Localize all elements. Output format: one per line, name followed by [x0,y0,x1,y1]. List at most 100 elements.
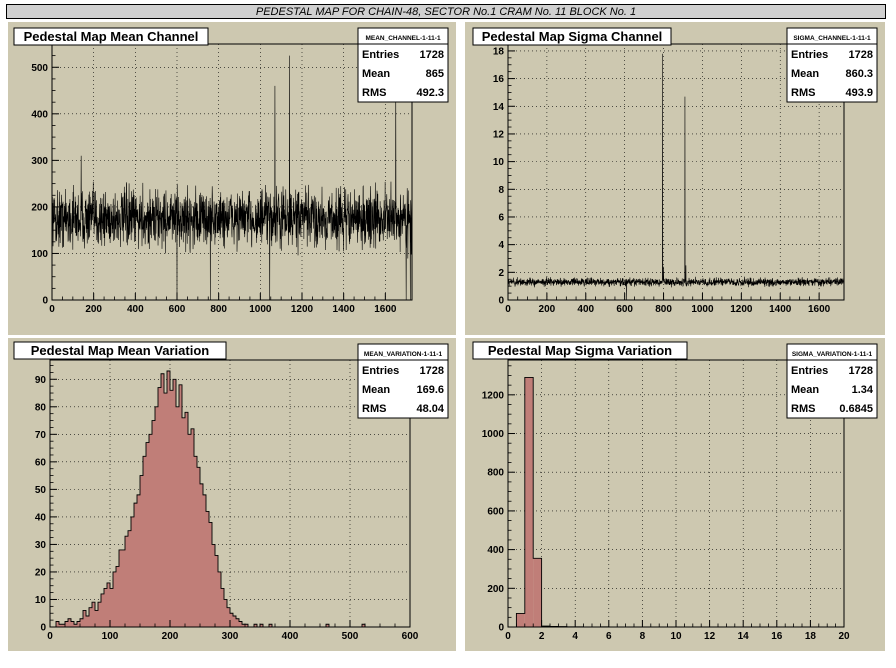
y-tick-label: 6 [498,212,504,223]
y-tick-label: 0 [40,623,46,634]
y-tick-label: 80 [35,402,47,413]
x-tick-label: 4 [572,631,578,642]
histogram-bin [68,618,71,627]
histogram-bin [233,615,236,627]
x-tick-label: 1400 [769,304,792,315]
histogram-bin [167,371,170,627]
histogram-bin [161,373,164,627]
histogram-bin [212,544,215,627]
histogram-bin [239,621,242,627]
histogram-bin [98,602,101,627]
histogram-bin [224,599,227,627]
y-tick-label: 10 [35,595,47,606]
histogram-bin [113,571,116,627]
histogram-bin [107,582,110,627]
stats-name: SIGMA_CHANNEL-1-11-1 [793,35,871,42]
stats-value-mean: 865 [426,68,444,80]
plot-frame [507,43,845,301]
x-tick-label: 20 [838,631,850,642]
chart-title: Pedestal Map Mean Channel [24,29,199,44]
x-tick-label: 400 [577,304,594,315]
y-tick-label: 0 [498,623,504,634]
footer-stamp [6,652,226,666]
y-tick-label: 60 [35,457,47,468]
x-tick-label: 400 [282,631,299,642]
histogram-bin [80,618,83,627]
stats-label-mean: Mean [362,68,390,80]
x-tick-label: 400 [127,304,144,315]
chart-mean-variation: 0 100 200 300 400 500 600 0 10 20 30 40 50 60 70 80 90 Pe… [8,338,456,651]
y-tick-label: 16 [493,74,505,85]
y-tick-label: 8 [498,185,504,196]
histogram-bin [122,549,125,627]
histogram-bin [326,624,329,627]
y-tick-label: 300 [31,156,48,167]
chart-title-box [13,27,209,46]
histogram-bin [215,555,218,627]
histogram-bin [200,483,203,627]
x-tick-label: 2 [539,631,545,642]
x-tick-label: 600 [402,631,419,642]
histogram-bin [146,442,149,627]
y-tick-label: 12 [493,129,505,140]
stats-value-rms: 48.04 [416,403,444,415]
histogram-bin [143,456,146,627]
y-tick-label: 400 [487,545,504,556]
stats-label-rms: RMS [362,403,386,415]
y-tick-label: 100 [31,249,48,260]
stats-label-rms: RMS [791,87,815,99]
chart-mean-channel: 0 200 400 600 800 1000 1200 1400 1600 0 100 200 300 4… [8,22,456,335]
histogram-bin [533,558,542,627]
y-tick-label: 500 [31,63,48,74]
y-tick-label: 90 [35,375,47,386]
stats-box [357,27,449,103]
histogram-bin [203,494,206,627]
stats-value-mean: 169.6 [416,384,444,396]
x-tick-label: 0 [47,631,53,642]
x-tick-label: 200 [85,304,102,315]
chart-sigma-variation: 0 2 4 6 8 10 12 14 16 18 20020040060080010001200Pe… [465,338,885,651]
histogram-bin [95,610,98,627]
histogram-bin [71,621,74,627]
x-tick-label: 18 [805,631,817,642]
x-tick-label: 0 [505,304,511,315]
stats-name: MEAN_VARIATION-1-11-1 [364,351,443,358]
histogram-bin [83,610,86,627]
histogram-bin [116,566,119,627]
histogram-bin [140,475,143,627]
y-tick-label: 200 [31,202,48,213]
stats-label-entries: Entries [362,49,399,61]
page-title: PEDESTAL MAP FOR CHAIN-48, SECTOR No.1 C… [6,4,886,19]
histogram-bin [137,494,140,627]
histogram-bin [254,624,257,627]
histogram-bin [242,624,245,627]
stats-value-entries: 1728 [420,49,444,61]
stats-label-rms: RMS [362,87,386,99]
histogram-bin [59,624,62,627]
histogram-bin [158,387,161,627]
histogram-bin [104,588,107,627]
chart-title: Pedestal Map Mean Variation [31,343,210,358]
stats-value-rms: 0.6845 [839,403,873,415]
stats-name: SIGMA_VARIATION-1-11-1 [792,351,873,358]
histogram-bin [62,624,65,627]
y-tick-label: 14 [493,102,505,113]
x-tick-label: 500 [342,631,359,642]
histogram-bin [128,530,131,627]
histogram-bin [230,613,233,627]
chart-title-box [472,341,688,360]
histogram-bin [86,615,89,627]
stats-label-rms: RMS [791,403,815,415]
y-tick-label: 600 [487,506,504,517]
histogram-bin [170,390,173,627]
y-tick-label: 50 [35,485,47,496]
histogram-bin [149,434,152,627]
histogram-bin [182,417,185,627]
x-tick-label: 1200 [291,304,314,315]
y-tick-label: 400 [31,109,48,120]
chart-title: Pedestal Map Sigma Variation [488,343,672,358]
stats-value-rms: 493.9 [845,87,873,99]
histogram-bin [194,456,197,627]
stats-name: MEAN_CHANNEL-1-11-1 [365,35,441,42]
histogram-bin [152,420,155,627]
